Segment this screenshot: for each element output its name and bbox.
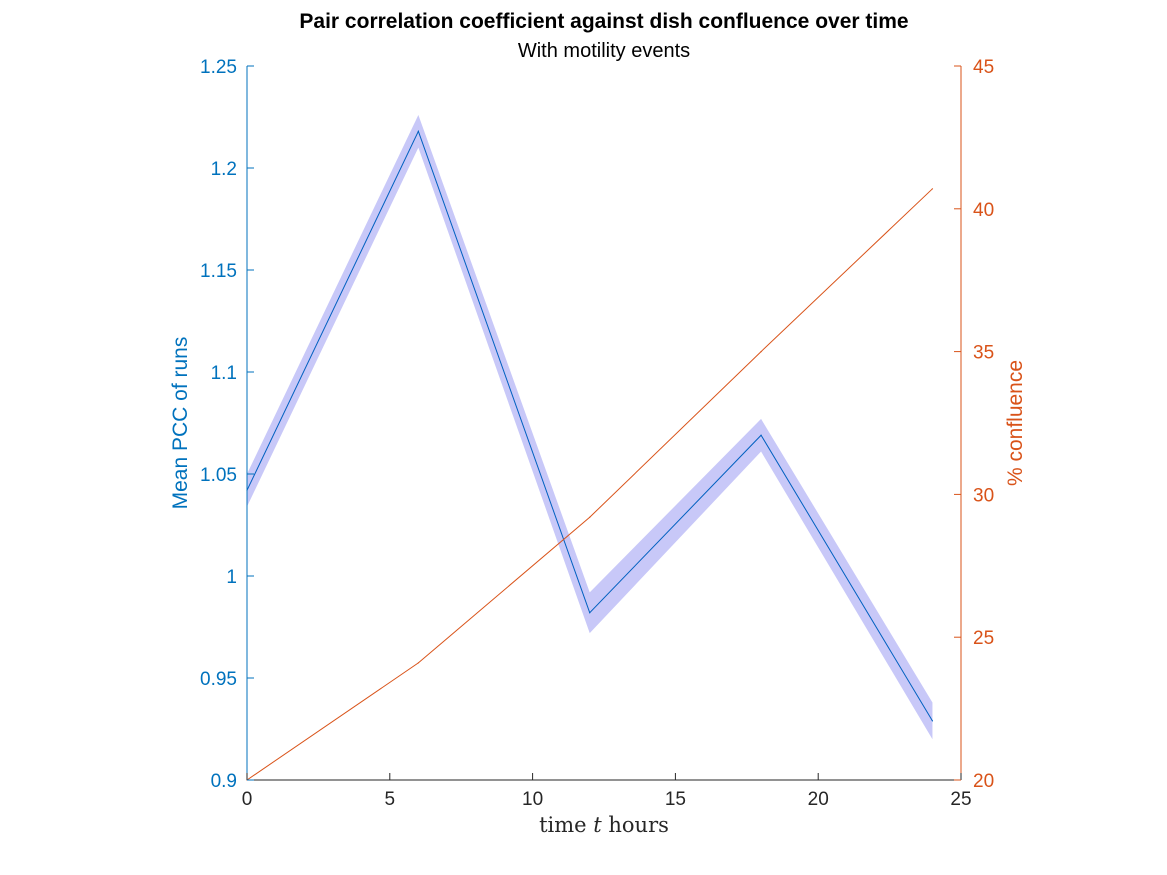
- series-0-confidence-band: [247, 114, 933, 740]
- series-line-layer: [246, 129, 934, 781]
- x-axis-label-variable: t: [593, 813, 602, 837]
- series-1-point-2: [589, 516, 591, 518]
- confidence-band-layer: [247, 114, 933, 740]
- series-1-point-1: [417, 662, 419, 664]
- x-axis-label-after: hours: [602, 813, 669, 837]
- series-0-point-4: [931, 720, 934, 722]
- y-right-axis-ticks: 20 25 30 35 40 45: [954, 57, 994, 792]
- y-left-axis-ticks: 0.9 0.95 1 1.05 1.1 1.15 1.2 1.25: [200, 57, 254, 792]
- y-left-tick-label-6: 1.2: [211, 159, 237, 180]
- y-left-tick-label-7: 1.25: [200, 57, 237, 78]
- x-tick-label-3: 15: [665, 789, 686, 810]
- x-tick-label-5: 25: [950, 789, 971, 810]
- x-tick-label-1: 5: [385, 789, 396, 810]
- y-left-tick-label-3: 1.05: [200, 465, 237, 486]
- x-axis-label: time t hours: [539, 813, 669, 837]
- y-right-tick-label-0: 20: [973, 771, 994, 792]
- x-tick-label-4: 20: [808, 789, 829, 810]
- y-right-tick-label-3: 35: [973, 343, 994, 364]
- y-right-tick-label-5: 45: [973, 57, 994, 78]
- y-left-tick-label-2: 1: [226, 567, 237, 588]
- y-left-axis-label: Mean PCC of runs: [169, 337, 192, 510]
- y-left-tick-label-1: 0.95: [200, 669, 237, 690]
- series-1-point-3: [760, 351, 762, 353]
- plot-area-frame: [247, 66, 961, 780]
- series-0-point-1: [417, 130, 419, 132]
- y-right-axis-label: % confluence: [1004, 360, 1027, 486]
- y-right-tick-label-2: 30: [973, 485, 994, 506]
- y-left-tick-label-5: 1.15: [200, 261, 237, 282]
- x-axis-ticks: 0 5 10 15 20 25: [242, 773, 972, 810]
- x-axis-label-before: time: [539, 813, 593, 837]
- y-left-tick-label-0: 0.9: [211, 771, 237, 792]
- x-tick-label-0: 0: [242, 789, 253, 810]
- x-tick-label-2: 10: [522, 789, 543, 810]
- series-0-point-3: [760, 434, 762, 436]
- series-1-point-4: [931, 188, 934, 190]
- y-left-tick-label-4: 1.1: [211, 363, 237, 384]
- chart-subtitle: With motility events: [518, 40, 690, 62]
- chart-title: Pair correlation coefficient against dis…: [299, 10, 908, 33]
- y-right-tick-label-1: 25: [973, 628, 994, 649]
- series-0-point-2: [589, 612, 591, 614]
- y-right-tick-label-4: 40: [973, 200, 994, 221]
